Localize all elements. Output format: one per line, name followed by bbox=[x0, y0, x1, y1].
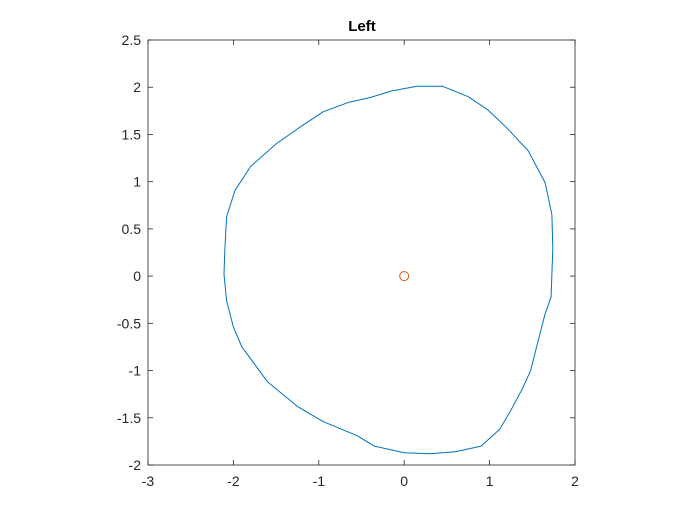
plot-content bbox=[223, 85, 554, 455]
y-tick-label: 2.5 bbox=[122, 32, 142, 48]
y-tick-label: 1 bbox=[133, 174, 141, 190]
x-tick-label: 1 bbox=[486, 473, 494, 489]
x-tick-label: -1 bbox=[313, 473, 326, 489]
y-tick-label: -1 bbox=[129, 363, 142, 379]
y-tick-label: 0.5 bbox=[122, 221, 142, 237]
y-tick-label: -0.5 bbox=[117, 315, 141, 331]
x-tick-label: -3 bbox=[142, 473, 155, 489]
y-tick-label: 1.5 bbox=[122, 126, 142, 142]
x-tick-label: 2 bbox=[571, 473, 579, 489]
chart-title: Left bbox=[348, 18, 376, 35]
x-tick-label: -2 bbox=[227, 473, 240, 489]
y-tick-label: 0 bbox=[133, 268, 141, 284]
axes-layer: -3 -2 -1 0 1 2-2-1.5-1-0.500.511.522.5 bbox=[117, 32, 579, 489]
plot-box bbox=[147, 39, 576, 466]
y-tick-label: -1.5 bbox=[117, 410, 141, 426]
contour-line bbox=[223, 85, 554, 455]
y-tick-label: 2 bbox=[133, 79, 141, 95]
center-marker bbox=[399, 271, 410, 282]
y-tick-label: -2 bbox=[129, 457, 142, 473]
x-tick-label: 0 bbox=[400, 473, 408, 489]
